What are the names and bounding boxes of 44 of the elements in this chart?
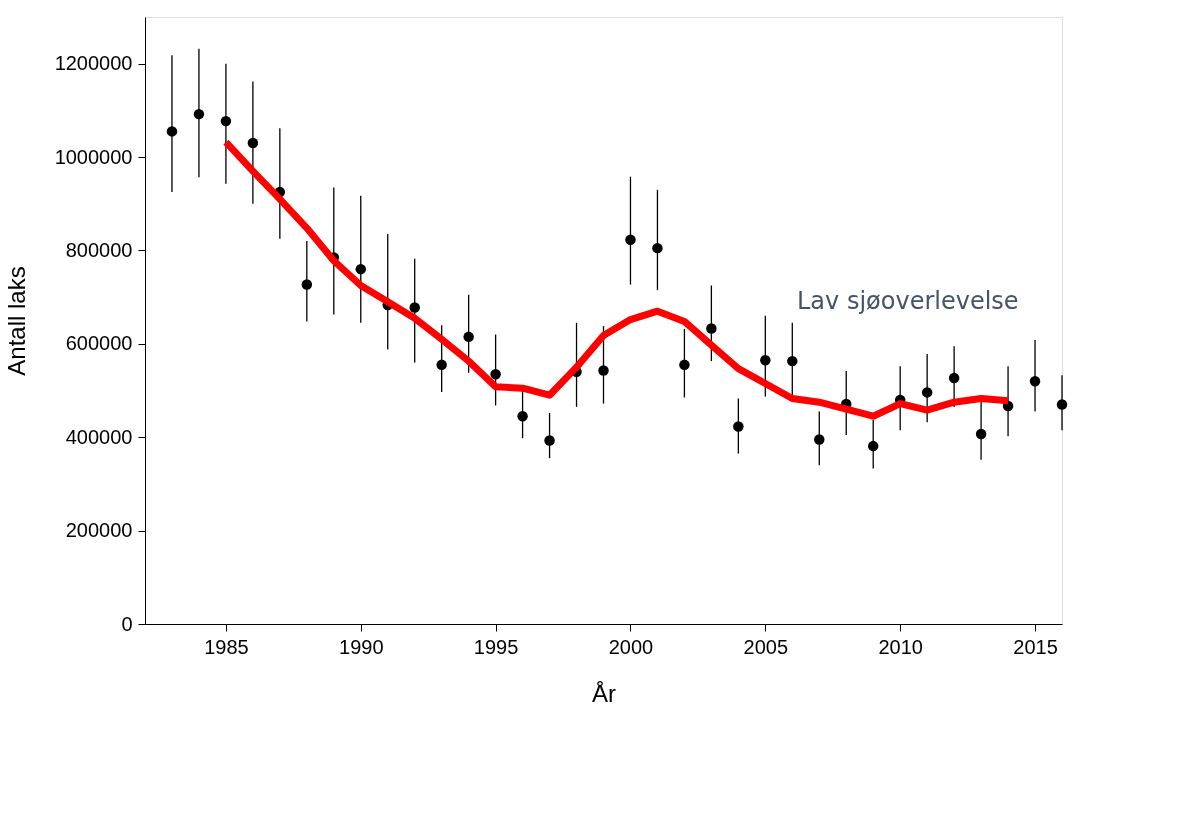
point [598, 365, 609, 376]
x-tick-label: 2015 [1013, 635, 1058, 658]
point [193, 108, 205, 120]
x-tick-label: 2005 [743, 635, 789, 658]
point [814, 434, 825, 445]
y-tick-label: 1200000 [54, 52, 133, 75]
point [436, 359, 447, 371]
point [463, 331, 474, 343]
point [652, 242, 663, 254]
point [409, 302, 420, 313]
point [1056, 399, 1068, 410]
y-tick-label: 1000000 [54, 145, 133, 168]
x-tick-label: 1985 [204, 635, 249, 658]
point [166, 126, 178, 137]
point [355, 263, 367, 275]
point [301, 279, 313, 290]
y-tick-label: 800000 [65, 238, 133, 261]
y-tick-label: 400000 [65, 425, 133, 448]
point [247, 137, 259, 149]
y-axis-title: Antall laks [2, 266, 30, 376]
point [948, 372, 960, 384]
point [975, 428, 987, 440]
point [544, 435, 555, 446]
point [1029, 375, 1041, 387]
point [220, 115, 232, 127]
x-axis-title: År [592, 679, 617, 707]
x-tick-label: 1995 [473, 635, 519, 658]
x-tick-label: 1990 [339, 635, 384, 658]
point [921, 387, 933, 398]
x-tick-label: 2010 [878, 635, 923, 658]
y-tick-label: 200000 [65, 519, 133, 542]
point [733, 421, 744, 432]
point [679, 359, 690, 371]
annotation: Lav sjøoverlevelse [797, 287, 1019, 315]
point [517, 410, 528, 422]
x-tick-label: 2000 [608, 635, 654, 658]
y-tick-label: 600000 [65, 332, 133, 355]
point [867, 440, 879, 452]
y-tick-label: 0 [121, 612, 133, 635]
point [490, 368, 501, 380]
point [760, 354, 771, 366]
point [625, 234, 636, 245]
point [706, 323, 717, 334]
point [787, 355, 798, 367]
